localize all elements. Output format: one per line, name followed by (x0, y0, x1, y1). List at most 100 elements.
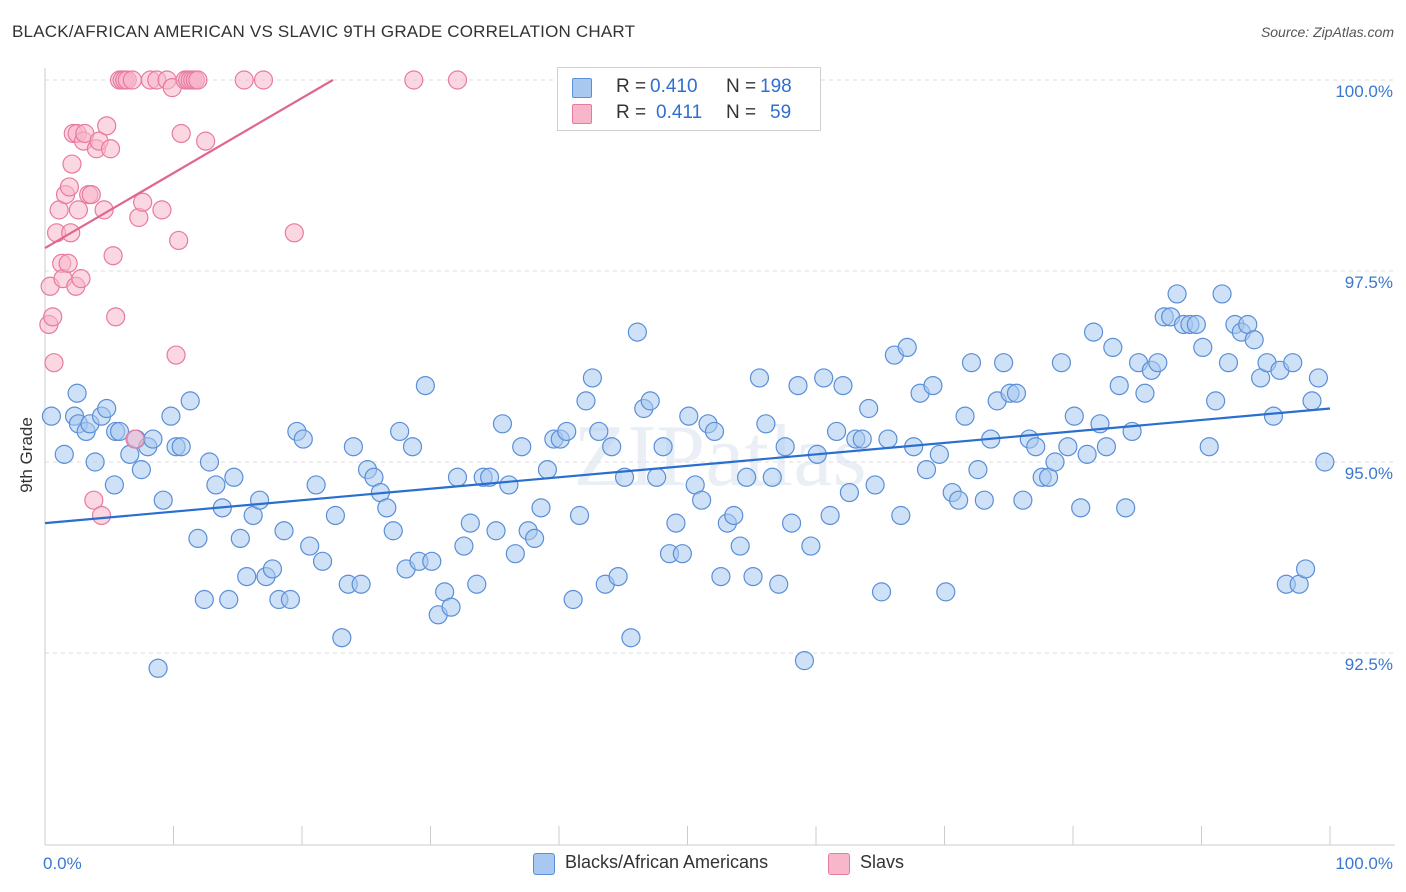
point-blacks (692, 490, 712, 510)
point-blacks (67, 383, 87, 403)
point-blacks (131, 460, 151, 480)
point-blacks (955, 406, 975, 426)
point-blacks (280, 589, 301, 610)
point-blacks (859, 398, 879, 419)
axes (44, 68, 1395, 846)
point-slavs (447, 70, 468, 90)
point-slavs (59, 177, 80, 197)
point-blacks (1071, 498, 1091, 518)
point-blacks (161, 406, 181, 426)
source-label: Source: ZipAtlas.com (1260, 24, 1394, 40)
point-blacks (563, 589, 583, 610)
point-blacks (332, 628, 352, 648)
point-blacks (1244, 330, 1264, 350)
point-blacks (666, 513, 686, 533)
point-blacks (1051, 353, 1072, 373)
point-slavs (125, 429, 145, 449)
point-blacks (171, 437, 191, 457)
point-blacks (143, 429, 163, 449)
point-slavs (188, 70, 208, 90)
y-tick-labels: 92.5% 95.0% 97.5% 100.0% (1335, 82, 1393, 674)
point-blacks (188, 528, 208, 549)
point-blacks (97, 398, 117, 419)
point-blacks (1193, 337, 1213, 357)
x-tick-label: 0.0% (43, 854, 82, 873)
legend-r-value: 0.410 (650, 76, 698, 97)
y-tick-label: 100.0% (1335, 82, 1393, 101)
point-blacks (467, 574, 487, 594)
point-blacks (839, 482, 860, 503)
trendline-slavs (44, 79, 334, 250)
point-blacks (1199, 437, 1219, 457)
point-blacks (1302, 391, 1322, 411)
point-blacks (390, 421, 410, 442)
point-blacks (961, 353, 982, 373)
point-blacks (512, 437, 532, 457)
point-blacks (576, 391, 596, 411)
x-tick-labels: 0.0% 100.0% (43, 854, 1393, 873)
point-slavs (100, 139, 121, 159)
y-tick-label: 97.5% (1345, 273, 1393, 292)
point-slavs (171, 123, 191, 144)
point-blacks (237, 566, 257, 587)
legend-label-slavs: Slavs (860, 852, 905, 872)
point-blacks (762, 467, 782, 487)
point-blacks (916, 460, 937, 480)
point-blacks (897, 337, 917, 357)
point-blacks (653, 437, 673, 457)
point-blacks (351, 574, 371, 594)
legend-swatch-pink (572, 104, 592, 124)
point-blacks (794, 651, 815, 671)
point-blacks (1283, 353, 1303, 373)
point-blacks (569, 505, 590, 526)
point-blacks (1006, 383, 1027, 403)
point-blacks (891, 505, 911, 526)
point-blacks (180, 391, 200, 411)
point-blacks (460, 513, 480, 533)
point-blacks (1167, 284, 1187, 304)
legend-r-label: R = (616, 102, 647, 123)
point-blacks (711, 566, 731, 587)
point-slavs (103, 246, 123, 266)
point-blacks (1103, 337, 1123, 357)
y-tick-label: 95.0% (1345, 464, 1393, 483)
y-axis-label: 9th Grade (17, 417, 36, 493)
point-blacks (224, 467, 244, 487)
point-slavs (122, 70, 142, 90)
point-blacks (737, 467, 757, 487)
point-blacks (743, 566, 763, 587)
point-slavs (84, 490, 104, 510)
point-blacks (949, 490, 969, 510)
point-slavs (133, 192, 153, 212)
point-blacks (557, 421, 577, 442)
point-blacks (1026, 437, 1046, 457)
point-blacks (608, 566, 628, 587)
trendlines (44, 79, 1331, 525)
point-blacks (672, 544, 692, 564)
point-blacks (775, 437, 795, 457)
point-blacks (621, 628, 641, 648)
point-slavs (71, 269, 91, 289)
point-blacks (1045, 452, 1065, 472)
legend-r-value: 0.411 (656, 102, 703, 123)
point-slavs (253, 70, 274, 90)
point-blacks (199, 452, 220, 472)
stats-legend: R = 0.410 N = 198 R = 0.411 N = 59 (557, 67, 821, 131)
point-blacks (865, 475, 885, 495)
point-blacks (878, 429, 898, 449)
point-slavs (81, 185, 101, 205)
point-slavs (152, 200, 172, 220)
point-blacks (1212, 284, 1232, 304)
legend-n-label: N = (726, 76, 757, 97)
point-blacks (447, 467, 468, 487)
legend-swatch-blue (572, 78, 592, 98)
point-blacks (1186, 314, 1206, 335)
point-slavs (91, 505, 112, 526)
point-blacks (749, 368, 770, 388)
trendline-blacks (44, 407, 1331, 525)
point-blacks (833, 376, 853, 396)
point-slavs (169, 230, 189, 251)
point-slavs (58, 253, 78, 273)
point-blacks (923, 376, 943, 396)
